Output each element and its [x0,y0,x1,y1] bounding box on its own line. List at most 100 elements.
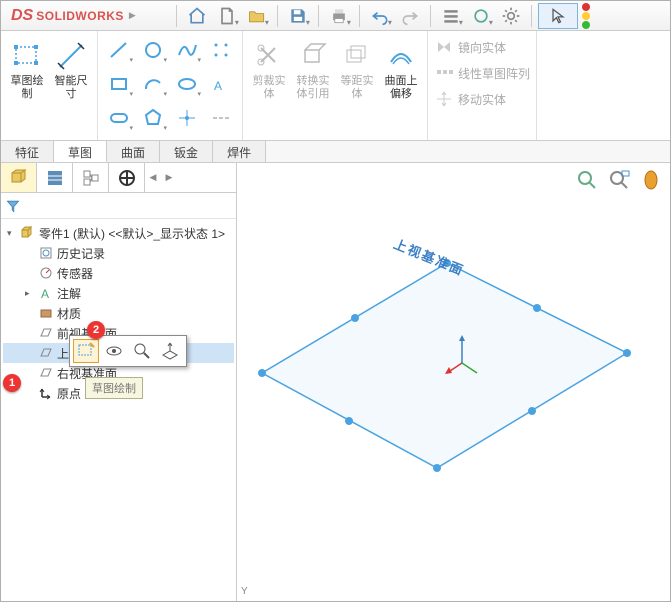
tab-surface[interactable]: 曲面 [107,141,160,162]
part-icon [20,225,36,241]
mirror-button[interactable]: 镜向实体 [434,37,530,57]
offset-label: 等距实体 [337,75,377,101]
save-button[interactable] [284,3,312,29]
status-lights-icon [582,3,590,29]
annotation-icon: A [38,285,54,301]
callout-1: 1 [3,374,21,392]
tree-material[interactable]: 材质 [3,303,234,323]
undo-button[interactable] [366,3,394,29]
options-button[interactable] [437,3,465,29]
origin-icon [38,385,54,401]
point-tool[interactable] [172,103,202,133]
tree-sensors-label: 传感器 [57,265,93,282]
redo-button[interactable] [396,3,424,29]
side-tab-bar: ◀ ▶ [1,163,236,193]
ribbon: 草图绘制 智能尺寸 A 剪裁实体 转换实体引用 [1,31,670,141]
offset-button[interactable]: 等距实体 [337,35,377,136]
plane-icon [38,365,54,381]
main-area: ◀ ▶ ▾ 零件1 (默认) <<默认>_显示状态 1> 历史记录 传感器 ▸A… [1,163,670,601]
title-bar: DS SOLIDWORKS ▶ [1,1,670,31]
ctx-zoom-button[interactable] [129,339,155,363]
logo-dropdown-icon[interactable]: ▶ [129,10,136,21]
ellipse-tool[interactable] [172,69,202,99]
tree-history-label: 历史记录 [57,245,105,262]
tree-filter[interactable] [1,193,236,219]
plane-icon [38,345,54,361]
sensor-icon [38,265,54,281]
trim-label: 剪裁实体 [249,75,289,101]
zoom-fit-button[interactable] [574,167,600,193]
sketch-button[interactable]: 草图绘制 [7,35,47,136]
rect-tool[interactable] [104,69,134,99]
graphics-canvas[interactable]: 上视基准面 Y [237,163,670,601]
appearance-button[interactable] [638,167,664,193]
ctx-sketch-button[interactable] [73,339,99,363]
ribbon-group-draw: A [98,31,243,140]
ribbon-group-pattern: 镜向实体 线性草图阵列 移动实体 [428,31,537,140]
curve-offset-button[interactable]: 曲面上偏移 [381,35,421,136]
tree-history[interactable]: 历史记录 [3,243,234,263]
sketch-label: 草图绘制 [7,75,47,101]
slot-tool[interactable] [104,103,134,133]
tree-annotations[interactable]: ▸A注解 [3,283,234,303]
tab-feature[interactable]: 特征 [1,141,54,162]
plane-icon [38,325,54,341]
ribbon-group-sketch: 草图绘制 智能尺寸 [1,31,98,140]
context-toolbar [69,335,187,367]
arc-tool[interactable] [138,69,168,99]
feature-tree: ▾ 零件1 (默认) <<默认>_显示状态 1> 历史记录 传感器 ▸A注解 材… [1,219,236,407]
home-button[interactable] [183,3,211,29]
origin-triad-icon [442,333,482,383]
side-tab-property[interactable] [37,163,73,192]
command-tabs: 特征 草图 曲面 钣金 焊件 [1,141,670,163]
logo-mark: DS [11,7,33,25]
tab-weldment[interactable]: 焊件 [213,141,266,162]
select-arrow-button[interactable] [538,3,578,29]
ctx-normal-to-button[interactable] [157,339,183,363]
side-tab-prev[interactable]: ◀ [145,163,161,192]
mirror-label: 镜向实体 [458,39,506,56]
rebuild-button[interactable] [467,3,495,29]
circle-tool[interactable] [138,35,168,65]
spline-tool[interactable] [172,35,202,65]
feature-manager-panel: ◀ ▶ ▾ 零件1 (默认) <<默认>_显示状态 1> 历史记录 传感器 ▸A… [1,163,237,601]
tree-sensors[interactable]: 传感器 [3,263,234,283]
convert-label: 转换实体引用 [293,75,333,101]
tab-sketch[interactable]: 草图 [54,141,107,162]
axis-y-label: Y [241,586,248,597]
move-entity-button[interactable]: 移动实体 [434,89,530,109]
ribbon-group-modify: 剪裁实体 转换实体引用 等距实体 曲面上偏移 [243,31,428,140]
centerline-tool[interactable] [206,103,236,133]
curve-offset-label: 曲面上偏移 [381,75,421,101]
side-tab-feature-tree[interactable] [1,163,37,192]
tree-root[interactable]: ▾ 零件1 (默认) <<默认>_显示状态 1> [3,223,234,243]
material-icon [38,305,54,321]
line-tool[interactable] [104,35,134,65]
side-tab-config[interactable] [73,163,109,192]
side-tab-dimxpert[interactable] [109,163,145,192]
smart-dim-button[interactable]: 智能尺寸 [51,35,91,136]
linear-pattern-button[interactable]: 线性草图阵列 [434,63,530,83]
callout-2: 2 [87,321,105,339]
ctx-tooltip: 草图绘制 [85,377,143,399]
settings-button[interactable] [497,3,525,29]
history-icon [38,245,54,261]
point-grid-tool[interactable] [206,35,236,65]
convert-button[interactable]: 转换实体引用 [293,35,333,136]
side-tab-next[interactable]: ▶ [161,163,177,192]
svg-text:A: A [41,287,49,300]
ctx-show-button[interactable] [101,339,127,363]
polygon-tool[interactable] [138,103,168,133]
app-logo: DS SOLIDWORKS ▶ [5,7,142,25]
print-button[interactable] [325,3,353,29]
tab-sheetmetal[interactable]: 钣金 [160,141,213,162]
open-button[interactable] [243,3,271,29]
tree-annotations-label: 注解 [57,285,81,302]
tree-root-label: 零件1 (默认) <<默认>_显示状态 1> [39,225,225,242]
new-button[interactable] [213,3,241,29]
zoom-area-button[interactable] [606,167,632,193]
text-tool[interactable]: A [206,69,236,99]
view-toolbar [574,167,664,193]
smart-dim-label: 智能尺寸 [51,75,91,101]
trim-button[interactable]: 剪裁实体 [249,35,289,136]
